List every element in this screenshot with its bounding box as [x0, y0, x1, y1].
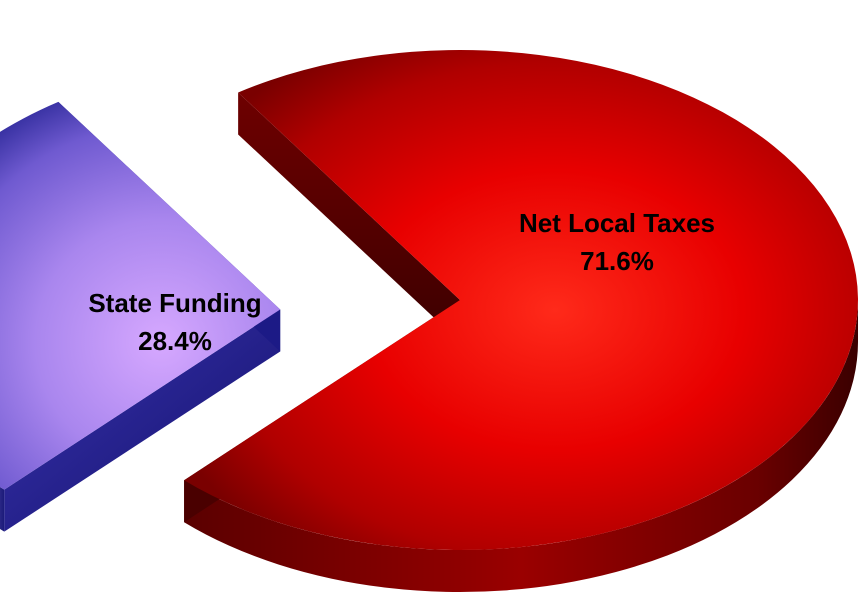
state-funding-name-label: State Funding — [88, 288, 261, 318]
state-funding-slice-side — [0, 486, 5, 532]
net-local-taxes-slice-side — [184, 300, 858, 593]
net-local-taxes-name-label: Net Local Taxes — [519, 208, 715, 238]
state-funding-slice — [0, 101, 281, 490]
net-local-taxes-slice — [184, 49, 858, 551]
net-local-taxes-value-label: 71.6% — [580, 246, 654, 276]
state-funding-value-label: 28.4% — [138, 326, 212, 356]
net-local-taxes-slice-wall — [238, 92, 460, 342]
state-funding-slice-wall — [4, 309, 281, 532]
